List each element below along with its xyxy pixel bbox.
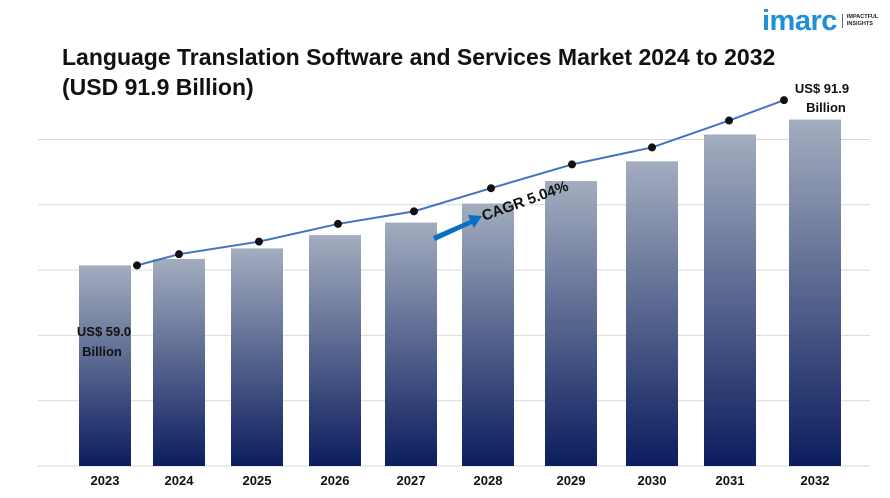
end-value-label-line1: US$ 91.9 (795, 81, 849, 96)
x-tick-label-2027: 2027 (397, 473, 426, 488)
bar-2024 (153, 258, 205, 466)
bar-2032 (789, 119, 841, 466)
trend-marker-2032 (780, 96, 788, 105)
bars (79, 119, 841, 467)
trend-marker-2023 (133, 261, 141, 270)
bar-2027 (385, 222, 437, 466)
x-tick-label-2024: 2024 (165, 473, 195, 488)
trend-line (136, 99, 785, 267)
bar-2028 (462, 203, 514, 466)
x-tick-label-2025: 2025 (243, 473, 272, 488)
x-tick-label-2031: 2031 (716, 473, 745, 488)
trend-marker-2026 (334, 219, 342, 228)
start-value-label-line1: US$ 59.0 (77, 324, 131, 339)
trend-marker-2031 (725, 116, 733, 125)
x-tick-label-2029: 2029 (557, 473, 586, 488)
imarc-logo: imarc IMPACTFUL INSIGHTS (762, 6, 887, 36)
x-tick-label-2026: 2026 (321, 473, 350, 488)
start-value-label-line2: Billion (82, 344, 122, 359)
bar-2023 (79, 265, 131, 466)
logo-mark: imarc (762, 5, 837, 37)
x-tick-label-2030: 2030 (638, 473, 667, 488)
logo-tagline-line2: INSIGHTS (846, 21, 873, 27)
trend-marker-2029 (568, 160, 576, 169)
bar-2026 (309, 235, 361, 466)
chart-title: Language Translation Software and Servic… (62, 44, 776, 100)
trend-marker-2030 (648, 143, 656, 152)
trend-marker-2027 (410, 207, 418, 216)
x-axis-ticks: 2023 2024 2025 2026 2027 2028 2029 2030 2031 2032 (91, 473, 830, 488)
bar-2031 (704, 134, 756, 466)
trend-marker-2025 (255, 237, 263, 246)
bar-2025 (231, 248, 283, 466)
bar-2030 (626, 161, 678, 467)
logo-tagline-line1: IMPACTFUL (846, 14, 879, 20)
trend-line-group (133, 96, 788, 270)
x-tick-label-2023: 2023 (91, 473, 120, 488)
logo-tagline: IMPACTFUL INSIGHTS (841, 14, 887, 28)
x-tick-label-2032: 2032 (801, 473, 830, 488)
cagr-arrow-icon (433, 215, 482, 241)
bar-2029 (545, 181, 597, 466)
trend-marker-2028 (487, 184, 495, 193)
x-tick-label-2028: 2028 (474, 473, 503, 488)
trend-marker-2024 (175, 250, 183, 259)
end-value-label-line2: Billion (806, 100, 846, 115)
